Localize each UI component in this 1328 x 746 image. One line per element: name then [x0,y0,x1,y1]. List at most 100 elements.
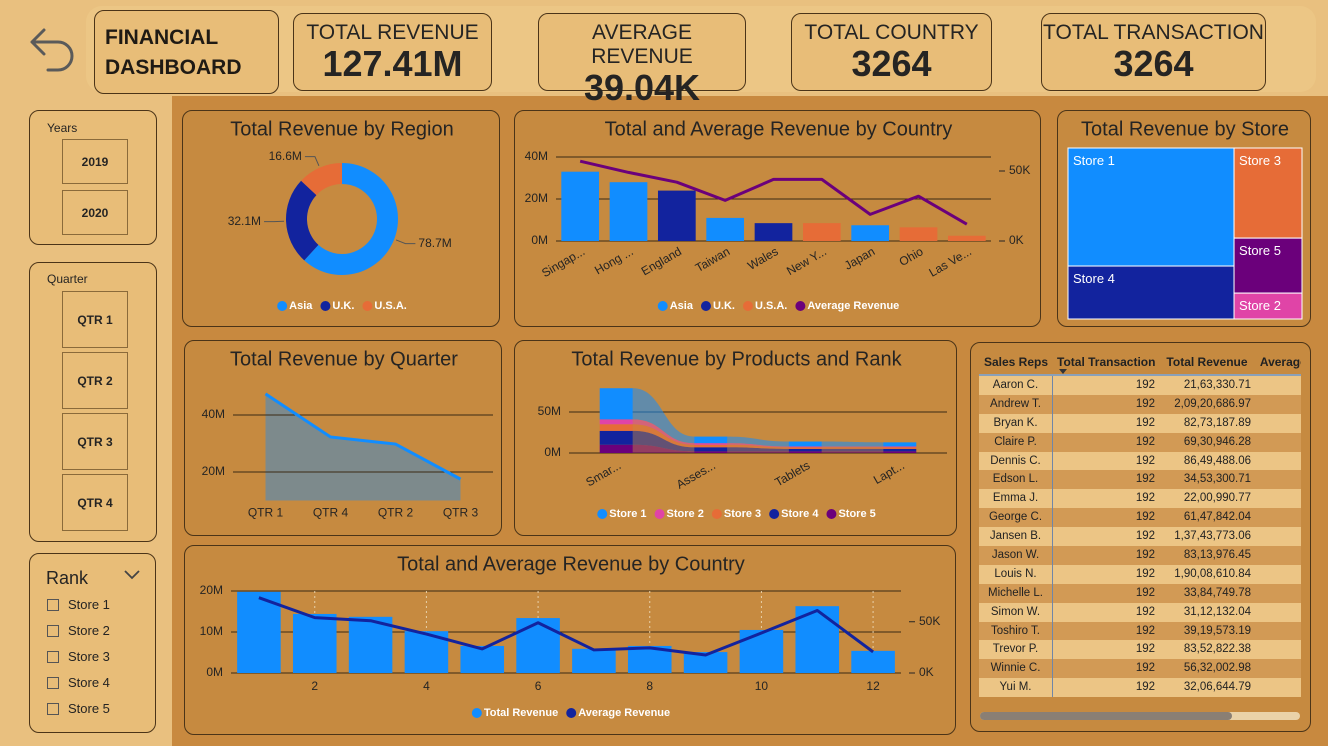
ribbon-segment [788,446,822,448]
slicer-item[interactable]: Store 1 [68,597,110,612]
table-cell: 192 [1135,624,1155,637]
bar [683,652,728,673]
chart: Total Revenue by Store Store 1 Store 4 Stor… [1067,118,1303,320]
checkbox[interactable] [47,677,59,689]
y-tick-label: 0M [206,665,223,679]
slicer-title: Years [47,121,78,135]
slicer-item[interactable]: QTR 1 [62,291,128,348]
table-cell: 192 [1135,662,1155,675]
x-tick-label: 10 [755,679,769,693]
table-cell: Emma J. [979,489,1053,509]
table-cell: Michelle L. [979,583,1053,603]
ribbon-segment [599,424,633,431]
x-tick-label: New Y... [784,244,829,278]
legend-marker [320,301,331,311]
slicer-item[interactable]: 2019 [62,139,128,184]
dropdown-chevron[interactable] [124,570,140,580]
x-tick-label: Hong ... [592,244,635,277]
table-row: Trevor P. 192 83,52,822.38 [979,640,1301,660]
table-cell: 34,53,300.71 [1183,473,1251,486]
slicer-item[interactable]: Store 5 [68,701,110,716]
x-tick-label: Wales [745,244,780,273]
ribbon [632,444,695,453]
checkbox[interactable] [47,703,59,715]
ribbon-segment [788,451,822,453]
quarter-slicer: Quarter QTR 1 QTR 2 QTR 3 QTR 4 [29,262,157,542]
leader-line [395,239,416,245]
chart: Total Revenue by Quarter 20M 40M QTR 1 QTR 4… [202,348,493,520]
slicer-item[interactable]: QTR 2 [62,352,128,409]
table-cell: 192 [1135,681,1155,694]
chart-card: Total and Average Revenue by Country 0M 10… [184,545,956,735]
bar [947,235,986,241]
table-row: Jansen B. 192 1,37,43,773.06 [979,527,1301,547]
treemap-tile [1233,237,1303,294]
chart-title: Total Revenue by Region [230,118,453,140]
legend-label: Store 3 [724,508,761,520]
back-button[interactable] [28,24,78,80]
table-row: Dennis C. 192 86,49,488.06 [979,451,1301,471]
slicer-item[interactable]: Store 3 [68,649,110,664]
x-tick-label: Smar... [583,458,623,489]
y2-tick-label: 50K [1009,163,1030,177]
ribbon-segment [694,444,728,448]
x-tick-label: QTR 4 [313,506,349,520]
kpi-card: TOTAL COUNTRY 3264 [791,13,992,91]
table-row: Yui M. 192 32,06,644.79 [979,678,1301,698]
ribbon [821,447,884,449]
bar [899,227,938,241]
kpi-card: AVERAGE REVENUE 39.04K [538,13,746,107]
column-header[interactable]: Total Transaction [1057,355,1156,369]
table-cell: 39,19,573.19 [1183,624,1251,637]
legend: Asia U.K. U.S.A. [277,300,407,312]
table-cell: Andrew T. [979,394,1053,414]
y-tick-label: 50M [538,404,561,418]
slicer-title: Quarter [47,272,88,286]
ribbon-segment [694,443,728,445]
column-header[interactable]: Average Revenue [1259,355,1301,369]
scrollbar-thumb[interactable] [980,712,1232,720]
ribbon-segment [788,448,822,452]
chart-title: Total Revenue by Store [1081,118,1289,140]
column-header[interactable]: Total Revenue [1166,355,1248,369]
legend-marker [742,301,753,311]
checkbox[interactable] [47,651,59,663]
column-header[interactable]: Sales Reps [983,355,1049,369]
slicer-item[interactable]: QTR 3 [62,413,128,470]
ribbon [727,444,789,449]
slicer-item[interactable]: Store 2 [68,623,110,638]
legend-label: Average Revenue [807,300,899,312]
table-cell: 192 [1135,549,1155,562]
chart: Total Revenue by Products and Rank 0M 50M S… [538,348,947,520]
table-row: Jason W. 192 83,13,976.45 [979,546,1301,565]
ribbon [727,447,789,452]
kpi-value: 127.41M [322,43,463,84]
chart-card: Total Revenue by Region 78.7M 32.1M 16.6M As… [182,110,500,327]
legend-label: Store 2 [667,508,704,520]
area [265,393,461,501]
slicer-item[interactable]: Store 4 [68,675,110,690]
tile-label: Store 5 [1239,243,1281,258]
ribbon-segment [883,447,917,449]
x-tick-label: 6 [535,679,542,693]
ribbon-segment [883,442,917,447]
ribbon [727,436,789,447]
slicer-item[interactable]: QTR 4 [62,474,128,531]
x-tick-label: Tablets [772,458,812,489]
legend-marker [362,301,373,311]
legend: Store 1 Store 2 Store 3 Store 4 Store 5 [597,508,876,520]
tile-label: Store 2 [1239,298,1281,313]
legend-marker [795,301,806,311]
table-cell: Jason W. [979,546,1053,565]
checkbox[interactable] [47,599,59,611]
legend-marker [471,708,482,718]
table-cell: Edson L. [979,470,1053,490]
ribbon [632,424,695,448]
ribbon-segment [788,447,822,449]
chart-card: Total and Average Revenue by Country 0M 20… [514,110,1041,327]
y-tick-label: 0M [531,233,548,247]
dashboard-title: FINANCIAL DASHBOARD [94,10,279,94]
slicer-item[interactable]: 2020 [62,190,128,235]
checkbox[interactable] [47,625,59,637]
